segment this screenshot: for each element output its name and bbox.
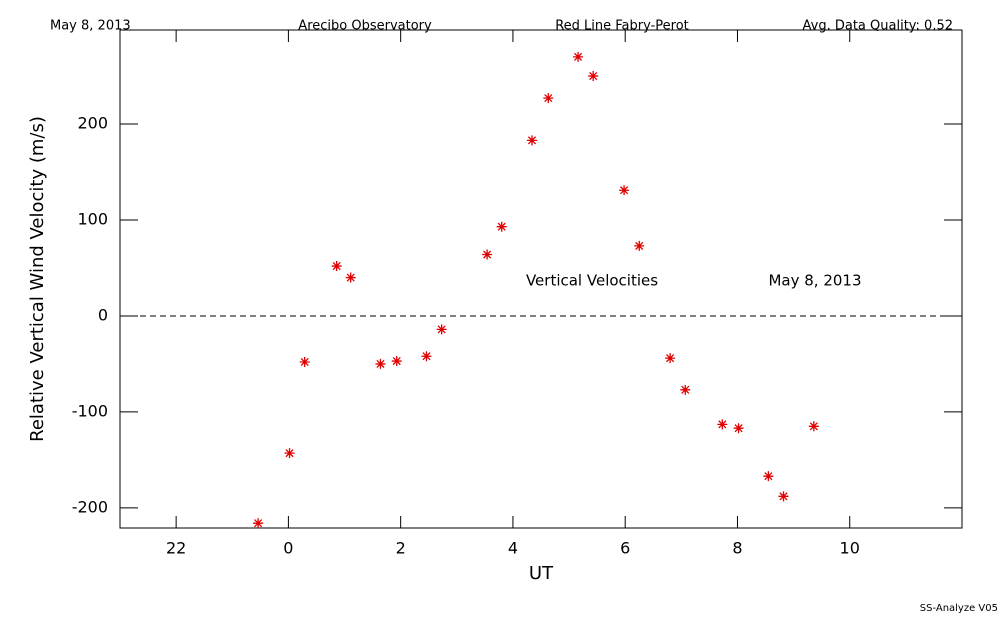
point — [299, 357, 310, 367]
plot-frame — [119, 29, 963, 529]
point — [527, 135, 538, 146]
point — [331, 261, 342, 272]
header-site: Arecibo Observatory — [298, 19, 432, 34]
y-tick-label: -200 — [72, 497, 108, 516]
y-tick-label: 100 — [77, 209, 108, 228]
point — [619, 185, 630, 196]
annotation: Vertical Velocities — [526, 272, 658, 290]
x-tick-label: 22 — [166, 539, 186, 558]
y-tick-label: -100 — [72, 401, 108, 420]
point — [391, 356, 402, 367]
point — [482, 249, 493, 260]
point — [345, 272, 356, 283]
point — [665, 353, 676, 364]
y-tick-label: 200 — [77, 114, 108, 133]
footer: SS-Analyze V05 — [920, 603, 998, 614]
point — [375, 358, 386, 369]
point — [763, 471, 774, 482]
point — [496, 221, 507, 232]
point — [284, 448, 295, 459]
point — [680, 384, 691, 395]
annotation: May 8, 2013 — [768, 272, 861, 290]
point — [253, 518, 264, 529]
header-instrument: Red Line Fabry-Perot — [555, 19, 689, 34]
x-tick-label: 0 — [283, 539, 293, 558]
y-tick-label: 0 — [98, 305, 108, 324]
header-date: May 8, 2013 — [50, 19, 131, 34]
header-quality: Avg. Data Quality: 0.52 — [803, 19, 953, 34]
x-tick-label: 4 — [508, 539, 518, 558]
point — [421, 351, 432, 362]
point — [733, 423, 744, 434]
point — [778, 491, 789, 502]
x-axis-label: UT — [529, 563, 554, 584]
x-tick-label: 10 — [840, 539, 860, 558]
point — [808, 421, 819, 432]
point — [436, 324, 447, 335]
point — [588, 71, 599, 82]
x-tick-label: 6 — [620, 539, 630, 558]
y-axis-label: Relative Vertical Wind Velocity (m/s) — [27, 116, 48, 442]
x-tick-label: 8 — [732, 539, 742, 558]
point — [634, 240, 645, 251]
point — [543, 93, 554, 104]
point — [573, 51, 584, 62]
x-tick-label: 2 — [396, 539, 406, 558]
point — [717, 419, 728, 430]
